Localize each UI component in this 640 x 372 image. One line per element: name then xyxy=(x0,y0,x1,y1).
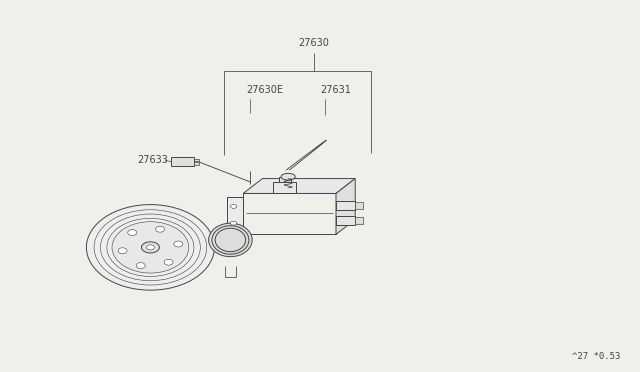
Bar xyxy=(336,216,355,225)
Text: 27630E: 27630E xyxy=(246,85,284,95)
Ellipse shape xyxy=(128,230,137,235)
Ellipse shape xyxy=(209,223,252,257)
Text: 27633: 27633 xyxy=(138,155,168,165)
Ellipse shape xyxy=(136,263,145,269)
Bar xyxy=(227,197,243,231)
Bar xyxy=(193,162,198,165)
Ellipse shape xyxy=(86,205,214,290)
Bar xyxy=(336,201,355,210)
Bar xyxy=(355,202,363,209)
Bar xyxy=(193,158,198,161)
Text: ^27 *0.53: ^27 *0.53 xyxy=(572,352,621,361)
Bar xyxy=(243,193,336,234)
Ellipse shape xyxy=(230,221,237,225)
Bar xyxy=(355,217,363,224)
Ellipse shape xyxy=(112,222,189,273)
Ellipse shape xyxy=(141,242,159,253)
Bar xyxy=(278,177,291,182)
Ellipse shape xyxy=(230,205,237,208)
Text: 27631: 27631 xyxy=(320,85,351,95)
Bar xyxy=(273,182,296,193)
Ellipse shape xyxy=(156,226,164,232)
Ellipse shape xyxy=(147,245,154,250)
Ellipse shape xyxy=(174,241,183,247)
Polygon shape xyxy=(243,179,355,193)
Text: 27630: 27630 xyxy=(298,38,329,48)
Polygon shape xyxy=(336,179,355,234)
Ellipse shape xyxy=(164,259,173,265)
Ellipse shape xyxy=(118,248,127,254)
Bar xyxy=(172,157,194,167)
Ellipse shape xyxy=(281,173,295,180)
